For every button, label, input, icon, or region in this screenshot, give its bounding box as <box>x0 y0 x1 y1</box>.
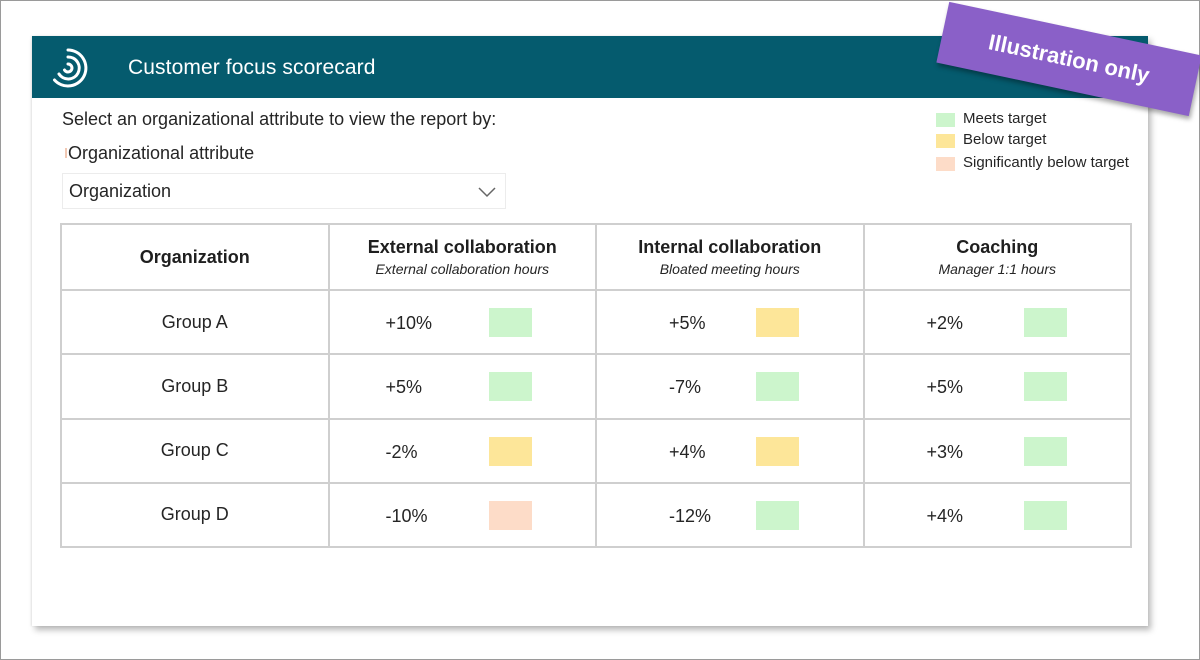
status-indicator <box>488 308 532 337</box>
status-indicator <box>756 308 799 337</box>
metric-value: -12% <box>669 505 712 526</box>
table-row: Group A +10% +5% +2% <box>60 288 1132 356</box>
metric-cell: +4% <box>862 481 1132 549</box>
table-header-row: Organization External collaboration Exte… <box>60 223 1132 291</box>
column-header-internal-collaboration: Internal collaboration Bloated meeting h… <box>595 223 865 291</box>
metric-cell: -7% <box>595 353 865 420</box>
metric-cell: +10% <box>327 288 597 356</box>
metric-cell: +4% <box>595 417 865 484</box>
metric-value: +10% <box>385 313 433 333</box>
group-name-cell: Group B <box>60 353 330 420</box>
metric-cell: -12% <box>595 481 865 549</box>
metric-cell: -10% <box>327 481 597 549</box>
metric-value: -7% <box>669 377 702 398</box>
scorecard-table-container: Organization External collaboration Exte… <box>60 223 1132 549</box>
status-indicator <box>488 436 532 466</box>
status-indicator <box>756 500 799 530</box>
column-subtitle: Manager 1:1 hours <box>938 261 1057 277</box>
column-title: External collaboration <box>367 237 557 257</box>
status-indicator <box>756 372 799 402</box>
status-indicator <box>1023 308 1067 337</box>
column-header-coaching: Coaching Manager 1:1 hours <box>862 223 1132 291</box>
status-indicator <box>1023 372 1067 402</box>
status-indicator <box>488 372 532 402</box>
table-row: Group D -10% -12% +4% <box>60 481 1132 549</box>
metric-cell: -2% <box>327 417 597 484</box>
column-title: Coaching <box>956 237 1039 257</box>
column-subtitle: Bloated meeting hours <box>659 261 800 277</box>
metric-value: +4% <box>926 505 964 526</box>
column-header-external-collaboration: External collaboration External collabor… <box>327 223 597 291</box>
metric-cell: +3% <box>862 417 1132 484</box>
group-name-cell: Group A <box>60 288 330 356</box>
report-title: Customer focus scorecard <box>128 56 376 79</box>
dropdown-selected-value: Organization <box>69 181 172 201</box>
legend-swatch <box>936 134 955 148</box>
legend-label: Below target <box>963 131 1047 148</box>
filter-prompt: Select an organizational attribute to vi… <box>62 109 497 129</box>
metric-cell: +2% <box>862 288 1132 356</box>
metric-value: -10% <box>385 505 428 526</box>
metric-cell: +5% <box>327 353 597 420</box>
table-row: Group B +5% -7% +5% <box>60 353 1132 420</box>
metric-value: +5% <box>669 313 706 333</box>
status-indicator <box>756 436 799 466</box>
legend-label: Meets target <box>963 110 1047 127</box>
field-marker <box>65 148 67 158</box>
viva-insights-logo-icon <box>46 46 90 90</box>
legend-swatch <box>936 113 955 127</box>
group-name-cell: Group D <box>60 481 330 549</box>
metric-value: +3% <box>926 441 964 462</box>
group-name-cell: Group C <box>60 417 330 484</box>
metric-value: +5% <box>926 377 964 398</box>
metric-value: -2% <box>385 441 418 462</box>
metric-value: +4% <box>669 441 706 462</box>
column-title: Organization <box>139 246 250 267</box>
metric-cell: +5% <box>595 288 865 356</box>
column-subtitle: External collaboration hours <box>375 261 550 277</box>
legend-swatch <box>936 157 955 171</box>
metric-value: +5% <box>385 377 423 398</box>
status-indicator <box>1023 500 1067 530</box>
chevron-down-icon[interactable] <box>477 182 497 202</box>
metric-cell: +5% <box>862 353 1132 420</box>
filter-label: Organizational attribute <box>68 143 255 163</box>
organizational-attribute-dropdown[interactable]: Organization <box>62 173 506 209</box>
scorecard-table: Organization External collaboration Exte… <box>60 223 1132 549</box>
legend-label: Significantly below target <box>963 154 1129 171</box>
column-header-organization: Organization <box>60 223 330 291</box>
status-indicator <box>488 500 532 530</box>
status-indicator <box>1023 436 1067 466</box>
table-row: Group C -2% +4% +3% <box>60 417 1132 484</box>
column-title: Internal collaboration <box>638 237 822 257</box>
metric-value: +2% <box>926 313 964 333</box>
scorecard-report: Customer focus scorecard Select an organ… <box>32 36 1148 626</box>
